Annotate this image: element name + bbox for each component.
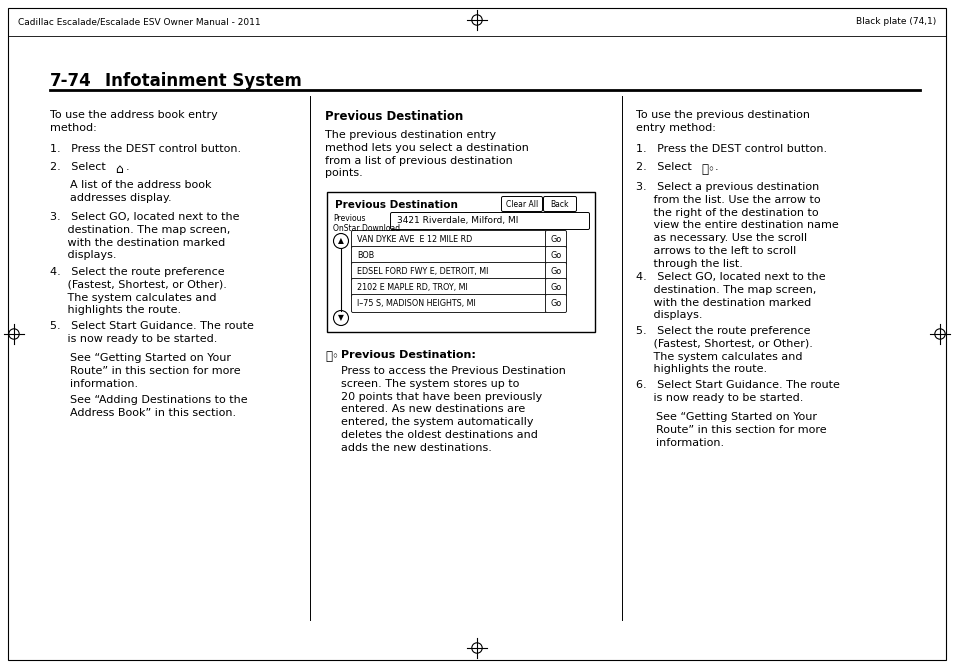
Text: 2102 E MAPLE RD, TROY, MI: 2102 E MAPLE RD, TROY, MI <box>356 283 467 292</box>
Text: VAN DYKE AVE  E 12 MILE RD: VAN DYKE AVE E 12 MILE RD <box>356 235 472 244</box>
Text: 4.   Select GO, located next to the
     destination. The map screen,
     with : 4. Select GO, located next to the destin… <box>636 272 824 321</box>
Text: 4.   Select the route preference
     (Fastest, Shortest, or Other).
     The sy: 4. Select the route preference (Fastest,… <box>50 267 227 315</box>
Text: 6.   Select Start Guidance. The route
     is now ready to be started.: 6. Select Start Guidance. The route is n… <box>636 380 839 403</box>
Text: ▲: ▲ <box>337 236 344 246</box>
Text: To use the previous destination
entry method:: To use the previous destination entry me… <box>636 110 809 133</box>
Text: 5.   Select the route preference
     (Fastest, Shortest, or Other).
     The sy: 5. Select the route preference (Fastest,… <box>636 326 812 374</box>
FancyBboxPatch shape <box>501 196 542 212</box>
Text: Go: Go <box>550 251 561 260</box>
Text: ⓒ◦: ⓒ◦ <box>700 163 714 176</box>
Text: Go: Go <box>550 283 561 292</box>
Text: Cadillac Escalade/Escalade ESV Owner Manual - 2011: Cadillac Escalade/Escalade ESV Owner Man… <box>18 17 260 27</box>
Text: Go: Go <box>550 267 561 276</box>
Text: 1.   Press the DEST control button.: 1. Press the DEST control button. <box>636 144 826 154</box>
FancyBboxPatch shape <box>545 246 566 265</box>
FancyBboxPatch shape <box>390 212 589 230</box>
FancyBboxPatch shape <box>545 263 566 281</box>
Text: BOB: BOB <box>356 251 374 260</box>
Text: The previous destination entry
method lets you select a destination
from a list : The previous destination entry method le… <box>325 130 528 178</box>
Text: See “Getting Started on Your
Route” in this section for more
information.: See “Getting Started on Your Route” in t… <box>70 353 240 389</box>
Text: I–75 S, MADISON HEIGHTS, MI: I–75 S, MADISON HEIGHTS, MI <box>356 299 476 308</box>
Text: Previous
OnStar Download: Previous OnStar Download <box>333 214 399 233</box>
Text: Infotainment System: Infotainment System <box>105 72 301 90</box>
FancyBboxPatch shape <box>351 230 546 248</box>
Text: A list of the address book
addresses display.: A list of the address book addresses dis… <box>70 180 212 203</box>
Circle shape <box>334 234 348 248</box>
Text: 2.   Select: 2. Select <box>636 162 695 172</box>
Text: Previous Destination: Previous Destination <box>335 200 457 210</box>
Text: Black plate (74,1): Black plate (74,1) <box>855 17 935 27</box>
Text: Press to access the Previous Destination
screen. The system stores up to
20 poin: Press to access the Previous Destination… <box>340 366 565 453</box>
Text: 7-74: 7-74 <box>50 72 91 90</box>
Text: 2.   Select: 2. Select <box>50 162 110 172</box>
Text: To use the address book entry
method:: To use the address book entry method: <box>50 110 217 133</box>
Text: See “Adding Destinations to the
Address Book” in this section.: See “Adding Destinations to the Address … <box>70 395 248 418</box>
Text: ⌂: ⌂ <box>115 163 123 176</box>
Text: Back: Back <box>550 200 569 209</box>
Text: Clear All: Clear All <box>505 200 537 209</box>
Text: Previous Destination: Previous Destination <box>325 110 463 123</box>
Text: Go: Go <box>550 235 561 244</box>
FancyBboxPatch shape <box>545 230 566 248</box>
FancyBboxPatch shape <box>351 246 546 265</box>
FancyBboxPatch shape <box>543 196 576 212</box>
Text: 3.   Select a previous destination
     from the list. Use the arrow to
     the: 3. Select a previous destination from th… <box>636 182 838 269</box>
Text: ▼: ▼ <box>337 313 344 323</box>
FancyBboxPatch shape <box>545 295 566 313</box>
Text: 5.   Select Start Guidance. The route
     is now ready to be started.: 5. Select Start Guidance. The route is n… <box>50 321 253 344</box>
Text: 3.   Select GO, located next to the
     destination. The map screen,
     with : 3. Select GO, located next to the destin… <box>50 212 239 261</box>
Circle shape <box>334 311 348 325</box>
Text: EDSEL FORD FWY E, DETROIT, MI: EDSEL FORD FWY E, DETROIT, MI <box>356 267 488 276</box>
Text: See “Getting Started on Your
Route” in this section for more
information.: See “Getting Started on Your Route” in t… <box>656 412 825 448</box>
Bar <box>327 192 595 332</box>
Text: Previous Destination:: Previous Destination: <box>340 350 476 360</box>
FancyBboxPatch shape <box>545 279 566 297</box>
Text: 1.   Press the DEST control button.: 1. Press the DEST control button. <box>50 144 241 154</box>
Text: 3421 Riverdale, Milford, MI: 3421 Riverdale, Milford, MI <box>396 216 517 226</box>
Text: .: . <box>714 162 718 172</box>
FancyBboxPatch shape <box>351 295 546 313</box>
Text: Go: Go <box>550 299 561 308</box>
FancyBboxPatch shape <box>351 279 546 297</box>
Text: .: . <box>126 162 130 172</box>
FancyBboxPatch shape <box>351 263 546 281</box>
Text: ⓒ◦: ⓒ◦ <box>325 350 338 363</box>
